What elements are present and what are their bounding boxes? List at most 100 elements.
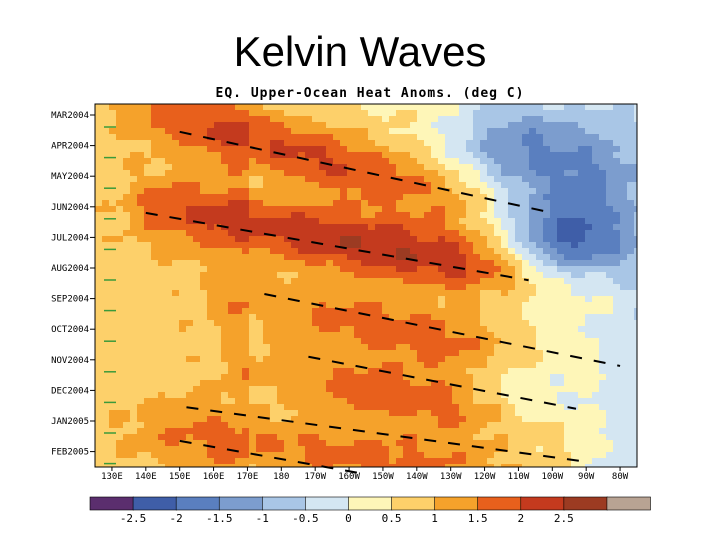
heat-cell [424, 446, 432, 453]
heat-cell [466, 434, 474, 441]
heat-cell [340, 404, 348, 411]
heat-cell [200, 224, 208, 231]
heat-cell [130, 110, 138, 117]
heat-cell [389, 296, 397, 303]
heat-cell [221, 464, 229, 468]
heat-cell [144, 428, 152, 435]
heat-cell [550, 374, 558, 381]
heat-cell [200, 308, 208, 315]
heat-cell [228, 152, 236, 159]
heat-cell [172, 212, 180, 219]
heat-cell [179, 434, 187, 441]
heat-cell [193, 146, 201, 153]
heat-cell [389, 146, 397, 153]
heat-cell [571, 254, 579, 261]
heat-cell [221, 164, 229, 171]
heat-cell [487, 314, 495, 321]
heat-cell [403, 224, 411, 231]
heat-cell [424, 362, 432, 369]
heat-cell [396, 146, 404, 153]
heat-cell [256, 458, 264, 465]
heat-cell [123, 404, 131, 411]
heat-cell [620, 218, 628, 225]
heat-cell [228, 326, 236, 333]
heat-cell [172, 302, 180, 309]
heat-cell [109, 140, 117, 147]
heat-cell [249, 176, 257, 183]
heat-cell [228, 362, 236, 369]
heat-cell [473, 212, 481, 219]
heat-cell [298, 434, 306, 441]
heat-cell [116, 350, 124, 357]
heat-cell [354, 332, 362, 339]
heat-cell [200, 464, 208, 468]
heat-cell [543, 410, 551, 417]
heat-cell [452, 302, 460, 309]
heat-cell [501, 296, 509, 303]
heat-cell [137, 128, 145, 135]
heat-cell [438, 278, 446, 285]
heat-cell [130, 398, 138, 405]
heat-cell [235, 128, 243, 135]
heat-cell [543, 308, 551, 315]
heat-cell [508, 260, 516, 267]
heat-cell [151, 254, 159, 261]
heat-cell [193, 464, 201, 468]
heat-cell [480, 116, 488, 123]
heat-cell [501, 260, 509, 267]
heat-cell [165, 314, 173, 321]
heat-cell [193, 206, 201, 213]
heat-cell [256, 344, 264, 351]
heat-cell [550, 296, 558, 303]
heat-cell [116, 188, 124, 195]
heat-cell [452, 272, 460, 279]
heat-cell [95, 104, 103, 111]
heat-cell [270, 242, 278, 249]
heat-cell [557, 344, 565, 351]
heat-cell [417, 302, 425, 309]
heat-cell [165, 374, 173, 381]
heat-cell [564, 242, 572, 249]
heat-cell [592, 182, 600, 189]
heat-cell [522, 404, 530, 411]
heat-cell [620, 110, 628, 117]
heat-cell [249, 122, 257, 129]
heat-cell [235, 206, 243, 213]
heat-cell [564, 212, 572, 219]
heat-cell [116, 326, 124, 333]
heat-cell [522, 116, 530, 123]
heat-cell [109, 326, 117, 333]
heat-cell [515, 188, 523, 195]
heat-cell [151, 260, 159, 267]
heat-cell [263, 440, 271, 447]
heat-cell [326, 374, 334, 381]
heat-cell [459, 296, 467, 303]
heat-cell [501, 104, 509, 111]
heat-cell [109, 248, 117, 255]
heat-cell [529, 110, 537, 117]
heat-cell [263, 374, 271, 381]
heat-cell [298, 242, 306, 249]
heat-cell [382, 206, 390, 213]
heat-cell [543, 224, 551, 231]
heat-cell [508, 122, 516, 129]
heat-cell [340, 446, 348, 453]
heat-cell [249, 284, 257, 291]
heat-cell [123, 308, 131, 315]
heat-cell [466, 296, 474, 303]
heat-cell [529, 380, 537, 387]
heat-cell [466, 236, 474, 243]
heat-cell [326, 122, 334, 129]
heat-cell [263, 116, 271, 123]
heat-cell [172, 170, 180, 177]
heat-cell [130, 422, 138, 429]
heat-cell [459, 194, 467, 201]
heat-cell [536, 452, 544, 459]
heat-cell [438, 194, 446, 201]
heat-cell [102, 104, 110, 111]
heat-cell [501, 218, 509, 225]
heat-cell [144, 194, 152, 201]
heat-cell [116, 332, 124, 339]
heat-cell [207, 152, 215, 159]
heat-cell [200, 410, 208, 417]
